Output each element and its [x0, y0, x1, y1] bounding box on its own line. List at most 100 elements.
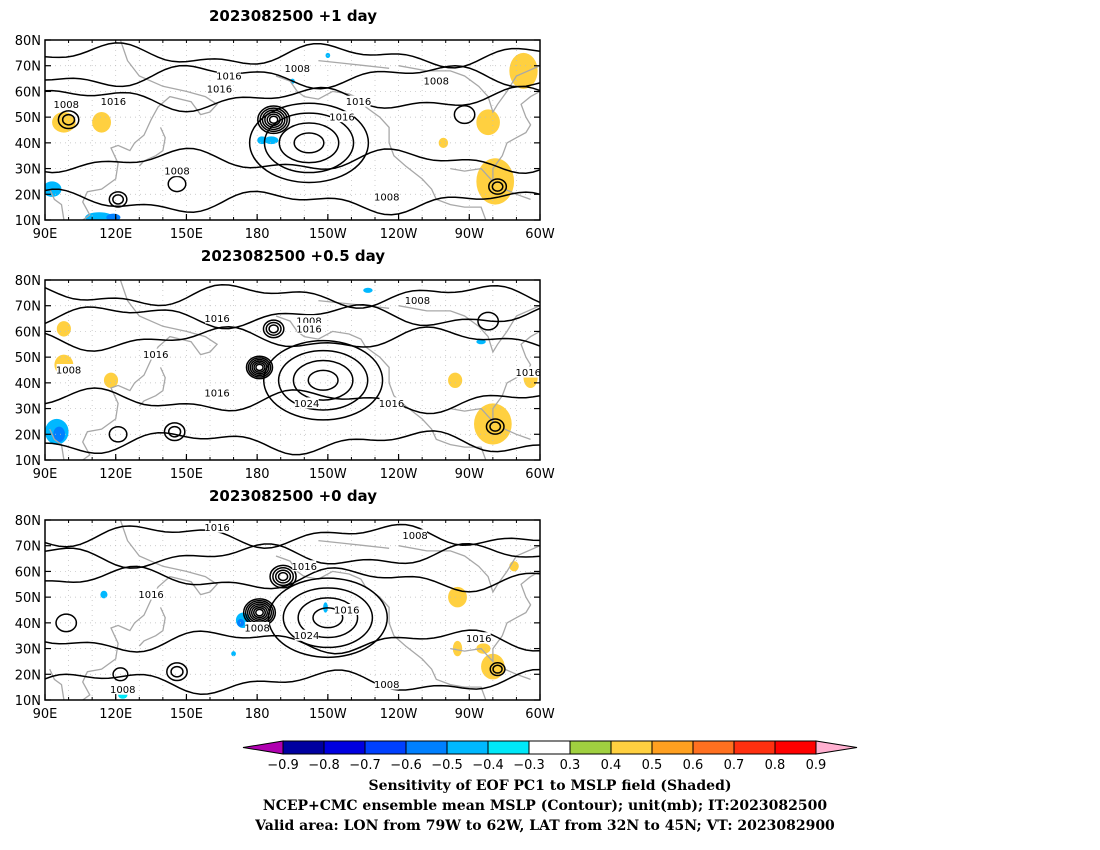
y-tick-label: 40N	[15, 377, 41, 392]
colorbar-label: −0.9	[267, 758, 299, 773]
y-tick-label: 30N	[15, 643, 41, 658]
low-contour	[274, 569, 292, 584]
high-contour	[267, 577, 389, 659]
high-contour	[277, 349, 369, 411]
shade-blob	[106, 213, 121, 220]
y-tick-label: 80N	[15, 34, 41, 49]
contour-label: 1016	[379, 399, 404, 410]
y-tick-label: 60N	[15, 85, 41, 100]
high-contour	[293, 132, 325, 154]
colorbar-box	[528, 740, 571, 755]
x-tick-label: 60W	[525, 467, 555, 482]
shade-blob	[363, 287, 373, 293]
contour-label: 1008	[402, 531, 427, 542]
y-tick-label: 10N	[15, 694, 41, 709]
gridlines	[45, 280, 540, 460]
y-tick-label: 50N	[15, 111, 41, 126]
y-tick-label: 80N	[15, 514, 41, 529]
contour-label: 1016	[466, 634, 491, 645]
y-tick-label: 70N	[15, 300, 41, 315]
low-contour	[453, 105, 476, 125]
y-tick-label: 10N	[15, 214, 41, 229]
colorbar-label: 0.8	[765, 758, 786, 773]
low-contour	[167, 425, 182, 438]
colorbar-box	[446, 740, 489, 755]
sensitivity-shading	[45, 52, 538, 220]
low-contour	[61, 113, 76, 126]
high-contour	[292, 359, 354, 401]
low-contour	[491, 181, 504, 192]
colorbar-box	[692, 740, 735, 755]
low-contour	[253, 361, 266, 373]
y-tick-label: 40N	[15, 617, 41, 632]
x-tick-label: 150W	[309, 707, 347, 722]
low-contour	[57, 110, 80, 130]
x-tick-label: 120E	[99, 467, 132, 482]
colorbar-label: −0.7	[349, 758, 381, 773]
x-tick-label: 120E	[99, 707, 132, 722]
coastlines	[49, 520, 540, 700]
x-tick-label: 120W	[380, 467, 418, 482]
low-contour	[489, 421, 502, 432]
contour-label: 1016	[204, 523, 229, 534]
y-tick-label: 80N	[15, 274, 41, 289]
low-contour	[170, 665, 184, 678]
panel-frame	[44, 39, 541, 221]
colorbar-box	[405, 740, 448, 755]
x-tick-label: 60W	[525, 227, 555, 242]
low-contour	[492, 664, 503, 674]
colorbar-box	[651, 740, 694, 755]
x-tick-label: 150W	[309, 467, 347, 482]
colorbar-label: 0.9	[806, 758, 827, 773]
colorbar: −0.9 −0.8 −0.7 −0.6 −0.5 −0.4 −0.3 0.3 0.4 0.5 0.6…	[242, 740, 858, 773]
shade-blob	[476, 339, 486, 345]
low-contour	[55, 613, 78, 633]
coastlines	[49, 280, 540, 460]
colorbar-box	[610, 740, 653, 755]
contour-label: 1008	[53, 100, 78, 111]
colorbar-box	[733, 740, 776, 755]
high-contour	[278, 122, 340, 164]
panels: 2023082500 +1 day 1016 1008 1016 1008 1008 101…	[15, 7, 555, 722]
colorbar-box	[569, 740, 612, 755]
colorbar-label: −0.3	[513, 758, 545, 773]
x-tick-label: 120W	[380, 227, 418, 242]
low-contour	[489, 662, 506, 677]
x-tick-label: 180	[245, 467, 270, 482]
contour-label: 1016	[204, 314, 229, 325]
low-contour	[112, 667, 129, 682]
y-tick-label: 60N	[15, 325, 41, 340]
background-isobars	[45, 42, 540, 216]
y-tick-label: 20N	[15, 188, 41, 203]
y-tick-label: 20N	[15, 428, 41, 443]
panel-title: 2023082500 +0 day	[209, 487, 377, 505]
contour-label: 1016	[216, 72, 241, 83]
low-contour	[262, 319, 285, 339]
contour-label: 1016	[207, 84, 232, 95]
colorbar-box	[774, 740, 817, 755]
low-contour	[166, 662, 188, 682]
low-contour	[268, 324, 279, 334]
low-contour	[257, 105, 291, 135]
pressure-contours	[57, 102, 508, 208]
panel-3: 2023082500 +0 day 1016 1008 1016 1016 1016 100…	[15, 487, 555, 722]
low-contour	[247, 357, 272, 378]
colorbar-box	[487, 740, 530, 755]
high-contour	[307, 369, 339, 391]
low-contour	[272, 567, 295, 587]
panel-title: 2023082500 +1 day	[209, 7, 377, 25]
shade-blob	[92, 112, 111, 133]
low-contour	[253, 606, 266, 619]
low-contour	[249, 358, 270, 377]
contour-label: 1008	[296, 317, 321, 328]
shade-blob	[103, 372, 119, 388]
high-contour	[263, 112, 355, 174]
low-contour	[108, 425, 128, 443]
y-tick-label: 50N	[15, 591, 41, 606]
low-contour	[261, 109, 286, 131]
x-tick-label: 90E	[33, 707, 58, 722]
y-tick-label: 10N	[15, 454, 41, 469]
low-contour	[277, 571, 289, 582]
colorbar-label: −0.4	[472, 758, 504, 773]
